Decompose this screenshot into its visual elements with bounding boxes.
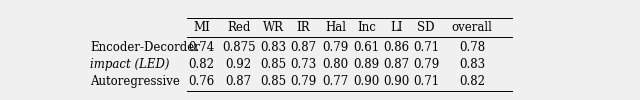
Text: 0.86: 0.86 xyxy=(383,41,410,54)
Text: 0.80: 0.80 xyxy=(323,58,349,71)
Text: WR: WR xyxy=(263,21,284,34)
Text: 0.90: 0.90 xyxy=(353,75,380,88)
Text: 0.87: 0.87 xyxy=(290,41,316,54)
Text: 0.85: 0.85 xyxy=(260,75,287,88)
Text: Autoregressive: Autoregressive xyxy=(90,75,180,88)
Text: Hal: Hal xyxy=(325,21,346,34)
Text: 0.82: 0.82 xyxy=(189,58,214,71)
Text: 0.73: 0.73 xyxy=(290,58,316,71)
Text: 0.76: 0.76 xyxy=(188,75,214,88)
Text: 0.71: 0.71 xyxy=(413,75,439,88)
Text: 0.87: 0.87 xyxy=(226,75,252,88)
Text: Encoder-Decorder: Encoder-Decorder xyxy=(90,41,200,54)
Text: 0.82: 0.82 xyxy=(459,75,485,88)
Text: 0.87: 0.87 xyxy=(383,58,410,71)
Text: impact (LED): impact (LED) xyxy=(90,58,170,71)
Text: Red: Red xyxy=(227,21,250,34)
Text: 0.875: 0.875 xyxy=(222,41,255,54)
Text: 0.83: 0.83 xyxy=(459,58,485,71)
Text: 0.78: 0.78 xyxy=(459,41,485,54)
Text: LI: LI xyxy=(390,21,403,34)
Text: IR: IR xyxy=(296,21,310,34)
Text: 0.83: 0.83 xyxy=(260,41,287,54)
Text: 0.92: 0.92 xyxy=(226,58,252,71)
Text: 0.85: 0.85 xyxy=(260,58,287,71)
Text: MI: MI xyxy=(193,21,210,34)
Text: 0.79: 0.79 xyxy=(290,75,316,88)
Text: overall: overall xyxy=(451,21,492,34)
Text: 0.89: 0.89 xyxy=(354,58,380,71)
Text: 0.61: 0.61 xyxy=(354,41,380,54)
Text: 0.79: 0.79 xyxy=(413,58,439,71)
Text: 0.90: 0.90 xyxy=(383,75,410,88)
Text: SD: SD xyxy=(417,21,435,34)
Text: 0.77: 0.77 xyxy=(323,75,349,88)
Text: 0.79: 0.79 xyxy=(323,41,349,54)
Text: 0.74: 0.74 xyxy=(188,41,214,54)
Text: 0.71: 0.71 xyxy=(413,41,439,54)
Text: Inc: Inc xyxy=(357,21,376,34)
